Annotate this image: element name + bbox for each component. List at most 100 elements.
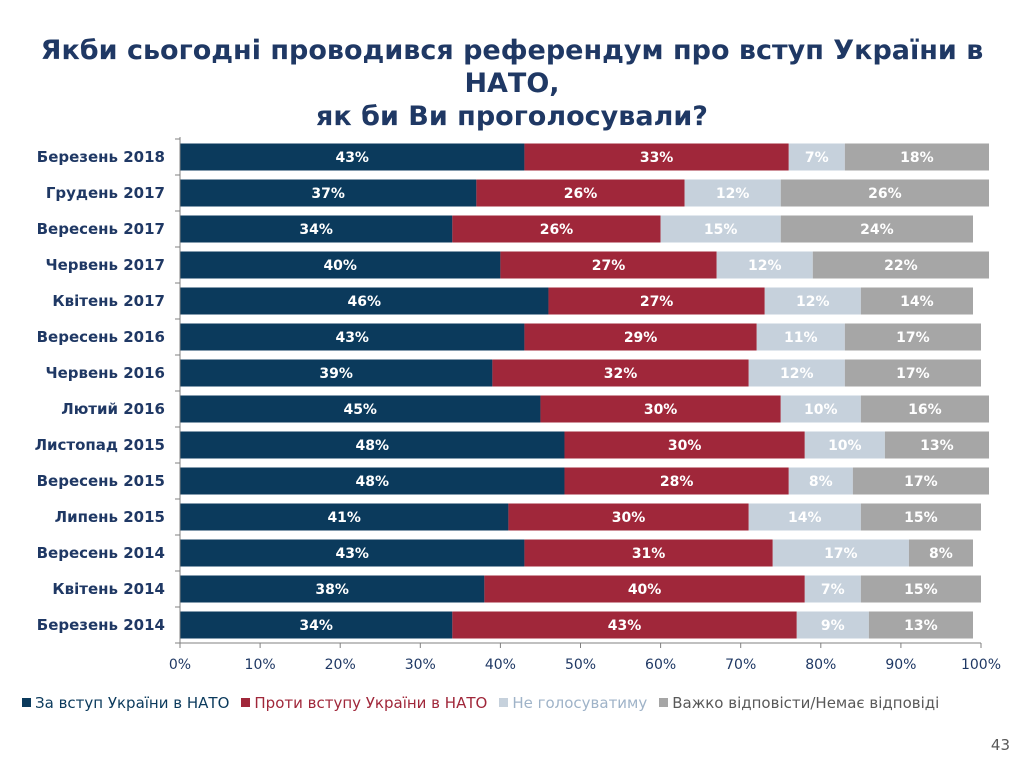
chart-title-line-2: як би Ви проголосували?: [316, 101, 708, 132]
data-label: 37%: [311, 186, 345, 202]
x-tick-label: 30%: [405, 657, 436, 673]
bar-segment: [548, 287, 765, 315]
data-label: 17%: [824, 546, 858, 562]
data-label: 27%: [640, 294, 674, 310]
chart-title-line-1: Якби сьогодні проводився референдум про …: [40, 35, 984, 99]
bar-segment: [660, 215, 781, 243]
bar-segment: [868, 611, 973, 639]
category-label: Квітень 2017: [52, 292, 165, 310]
bar-segment: [180, 539, 525, 567]
data-label: 12%: [796, 294, 830, 310]
bar-segment: [764, 287, 861, 315]
bar-segment: [492, 359, 749, 387]
x-tick-label: 100%: [961, 657, 1001, 673]
bar-segment: [564, 467, 789, 495]
data-label: 48%: [355, 474, 389, 490]
x-tick-label: 70%: [725, 657, 756, 673]
data-label: 41%: [327, 510, 361, 526]
legend-swatch: [499, 698, 509, 707]
data-label: 13%: [904, 618, 938, 634]
bar-segment: [180, 395, 541, 423]
bar-segment: [180, 179, 477, 207]
data-label: 30%: [668, 438, 702, 454]
data-label: 40%: [323, 258, 357, 274]
bar-segment: [788, 143, 845, 171]
bar-segment: [180, 503, 509, 531]
bar-segment: [484, 575, 805, 603]
data-label: 8%: [929, 546, 953, 562]
category-label: Квітень 2014: [52, 580, 165, 598]
bar-segment: [860, 395, 990, 423]
data-label: 7%: [821, 582, 845, 598]
bar-segment: [884, 431, 990, 459]
data-label: 33%: [640, 150, 674, 166]
legend-item: За вступ України в НАТО: [22, 694, 229, 712]
bar-segment: [180, 431, 565, 459]
bar-segment: [844, 323, 981, 351]
data-label: 32%: [604, 366, 638, 382]
data-label: 26%: [868, 186, 902, 202]
data-label: 30%: [644, 402, 678, 418]
data-label: 39%: [319, 366, 353, 382]
bar-segment: [452, 611, 797, 639]
data-label: 43%: [608, 618, 642, 634]
category-label: Червень 2016: [45, 364, 165, 382]
bar-segment: [780, 179, 990, 207]
category-label: Червень 2017: [45, 256, 165, 274]
bar-segment: [180, 287, 549, 315]
data-label: 31%: [632, 546, 666, 562]
bar-segment: [180, 611, 453, 639]
data-label: 11%: [784, 330, 818, 346]
data-label: 15%: [904, 510, 938, 526]
data-label: 26%: [540, 222, 574, 238]
data-label: 17%: [904, 474, 938, 490]
data-label: 46%: [347, 294, 381, 310]
data-label: 24%: [860, 222, 894, 238]
bar-segment: [180, 575, 485, 603]
legend-label: Не голосуватиму: [512, 694, 648, 712]
data-label: 26%: [564, 186, 598, 202]
data-label: 9%: [821, 618, 845, 634]
data-label: 17%: [896, 330, 930, 346]
data-label: 10%: [828, 438, 862, 454]
data-label: 13%: [920, 438, 954, 454]
bar-segment: [852, 467, 990, 495]
legend-swatch: [659, 698, 669, 707]
bar-segment: [180, 215, 453, 243]
category-label: Вересень 2015: [37, 472, 165, 490]
bar-segment: [772, 539, 909, 567]
data-label: 7%: [805, 150, 829, 166]
chart-legend: За вступ України в НАТО Проти вступу Укра…: [22, 694, 1022, 712]
category-label: Липень 2015: [55, 508, 165, 526]
data-label: 15%: [904, 582, 938, 598]
data-label: 16%: [908, 402, 942, 418]
category-label: Вересень 2014: [37, 544, 165, 562]
stacked-bar-chart: Березень 2018 43% 33% 7% 18% Грудень 2017 37% 2…: [35, 137, 1001, 673]
legend-item: Важко відповісти/Немає відповіді: [659, 694, 939, 712]
bar-segment: [780, 395, 861, 423]
data-label: 30%: [612, 510, 646, 526]
data-label: 14%: [900, 294, 934, 310]
x-tick-label: 40%: [485, 657, 516, 673]
bar-segment: [180, 251, 501, 279]
bar-segment: [804, 575, 861, 603]
bar-segment: [756, 323, 845, 351]
legend-swatch: [22, 698, 31, 707]
bar-segment: [796, 611, 869, 639]
data-label: 48%: [355, 438, 389, 454]
bar-segment: [476, 179, 685, 207]
bar-segment: [180, 143, 525, 171]
bar-segment: [180, 359, 493, 387]
data-label: 27%: [592, 258, 626, 274]
chart-title: Якби сьогодні проводився референдум про …: [0, 34, 1024, 133]
data-label: 12%: [780, 366, 814, 382]
data-label: 43%: [335, 546, 369, 562]
bar-segment: [788, 467, 853, 495]
x-tick-label: 50%: [565, 657, 596, 673]
bar-segment: [780, 215, 973, 243]
bar-segment: [540, 395, 781, 423]
data-label: 34%: [299, 222, 333, 238]
category-label: Вересень 2016: [37, 328, 165, 346]
data-label: 12%: [748, 258, 782, 274]
x-tick-label: 90%: [885, 657, 916, 673]
